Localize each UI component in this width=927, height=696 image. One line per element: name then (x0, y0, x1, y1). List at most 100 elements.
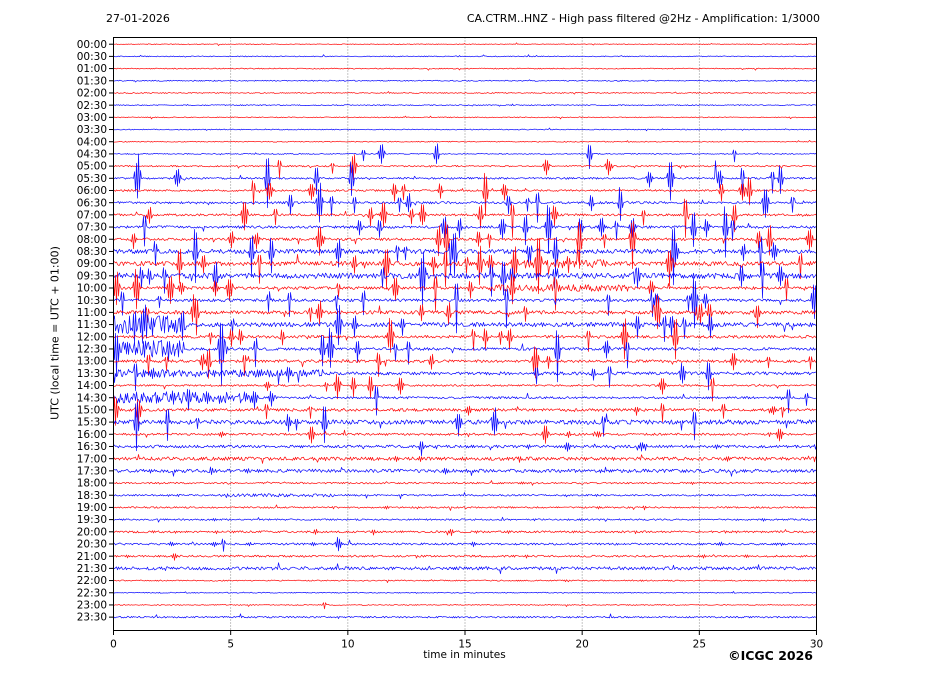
y-tick-label: 10:00 (77, 283, 107, 295)
y-tick-label: 10:30 (77, 295, 107, 307)
y-tick-label: 18:30 (77, 490, 107, 502)
y-tick-label: 11:30 (77, 319, 107, 331)
y-tick-label: 03:00 (77, 112, 107, 124)
copyright-text: ©ICGC 2026 (728, 648, 813, 663)
y-tick-label: 02:30 (77, 100, 107, 112)
trace-row-0330 (113, 127, 817, 132)
x-tick-label: 10 (341, 639, 354, 651)
y-tick-label: 05:00 (77, 161, 107, 173)
trace-group (113, 42, 817, 619)
trace-row-1530 (113, 402, 817, 452)
y-tick-label: 18:00 (77, 478, 107, 490)
trace-row-1330 (113, 362, 817, 392)
trace-row-1030 (113, 276, 817, 334)
y-tick-label: 12:30 (77, 344, 107, 356)
x-tick-label: 25 (693, 639, 706, 651)
y-tick-label: 04:30 (77, 149, 107, 161)
y-tick-label: 04:00 (77, 136, 107, 148)
trace-row-1130 (113, 304, 817, 346)
y-tick-label: 01:30 (77, 75, 107, 87)
trace-row-2100 (113, 553, 817, 561)
y-tick-label: 08:30 (77, 246, 107, 258)
y-tick-label: 03:30 (77, 124, 107, 136)
trace-row-2300 (113, 602, 817, 610)
trace-row-0700 (113, 198, 817, 238)
y-tick-label: 13:00 (77, 356, 107, 368)
y-tick-label: 01:00 (77, 63, 107, 75)
x-axis-label: time in minutes (423, 649, 506, 661)
trace-row-0630 (113, 182, 817, 223)
trace-row-1800 (113, 480, 817, 486)
x-tick-label: 15 (458, 639, 471, 651)
y-tick-label: 19:00 (77, 502, 107, 514)
trace-row-1300 (113, 346, 817, 379)
y-tick-label: 20:00 (77, 526, 107, 538)
trace-row-0130 (113, 79, 817, 83)
y-tick-label: 17:30 (77, 465, 107, 477)
trace-row-0300 (113, 115, 817, 120)
y-tick-label: 23:00 (77, 600, 107, 612)
y-tick-label: 22:00 (77, 575, 107, 587)
trace-row-0830 (113, 227, 817, 286)
trace-row-1230 (113, 322, 817, 387)
trace-row-1430 (113, 385, 817, 416)
trace-row-0600 (113, 172, 817, 217)
y-tick-label: 05:30 (77, 173, 107, 185)
trace-row-2030 (113, 536, 817, 552)
y-tick-label: 02:00 (77, 88, 107, 100)
x-tick-label: 30 (810, 639, 823, 651)
plot-title: CA.CTRM..HNZ - High pass filtered @2Hz -… (466, 12, 820, 25)
trace-row-1600 (113, 425, 817, 444)
y-tick-label: 15:00 (77, 405, 107, 417)
trace-row-0430 (113, 143, 817, 170)
trace-row-0400 (113, 140, 817, 143)
trace-row-1700 (113, 454, 817, 464)
trace-row-2130 (113, 562, 817, 575)
trace-row-2330 (113, 613, 817, 619)
y-tick-label: 07:30 (77, 222, 107, 234)
x-tick-label: 20 (575, 639, 588, 651)
y-tick-label: 07:00 (77, 209, 107, 221)
trace-row-1830 (113, 492, 817, 500)
y-tick-label: 14:30 (77, 392, 107, 404)
y-tick-label: 20:30 (77, 539, 107, 551)
y-tick-label: 14:00 (77, 380, 107, 392)
y-tick-label: 21:30 (77, 563, 107, 575)
y-tick-label: 21:00 (77, 551, 107, 563)
y-tick-label: 16:00 (77, 429, 107, 441)
y-tick-label: 16:30 (77, 441, 107, 453)
trace-row-0930 (113, 251, 817, 306)
trace-row-0800 (113, 220, 817, 269)
trace-row-0100 (113, 67, 817, 71)
trace-row-0500 (113, 154, 817, 180)
x-tick-label: 5 (227, 639, 234, 651)
trace-row-1730 (113, 466, 817, 477)
y-tick-label: 00:00 (77, 39, 107, 51)
trace-row-1100 (113, 294, 817, 336)
trace-row-0030 (113, 54, 817, 58)
plot-date: 27-01-2026 (106, 12, 170, 25)
trace-row-0730 (113, 204, 817, 258)
y-tick-label: 19:30 (77, 514, 107, 526)
trace-row-0000 (113, 42, 817, 46)
y-tick-label: 09:00 (77, 258, 107, 270)
trace-row-1000 (113, 268, 817, 311)
y-tick-label: 15:30 (77, 417, 107, 429)
trace-row-2000 (113, 528, 817, 537)
y-tick-label: 13:30 (77, 368, 107, 380)
trace-row-2200 (113, 579, 817, 583)
y-tick-label: 17:00 (77, 453, 107, 465)
trace-row-1630 (113, 441, 817, 457)
y-tick-label: 23:30 (77, 612, 107, 624)
y-tick-label: 00:30 (77, 51, 107, 63)
trace-row-0900 (113, 237, 817, 295)
y-tick-label: 22:30 (77, 587, 107, 599)
trace-row-1200 (113, 317, 817, 360)
trace-row-1400 (113, 373, 817, 402)
trace-row-0200 (113, 91, 817, 95)
y-tick-label: 06:00 (77, 185, 107, 197)
x-tick-label: 0 (110, 639, 117, 651)
y-tick-label: 11:00 (77, 307, 107, 319)
